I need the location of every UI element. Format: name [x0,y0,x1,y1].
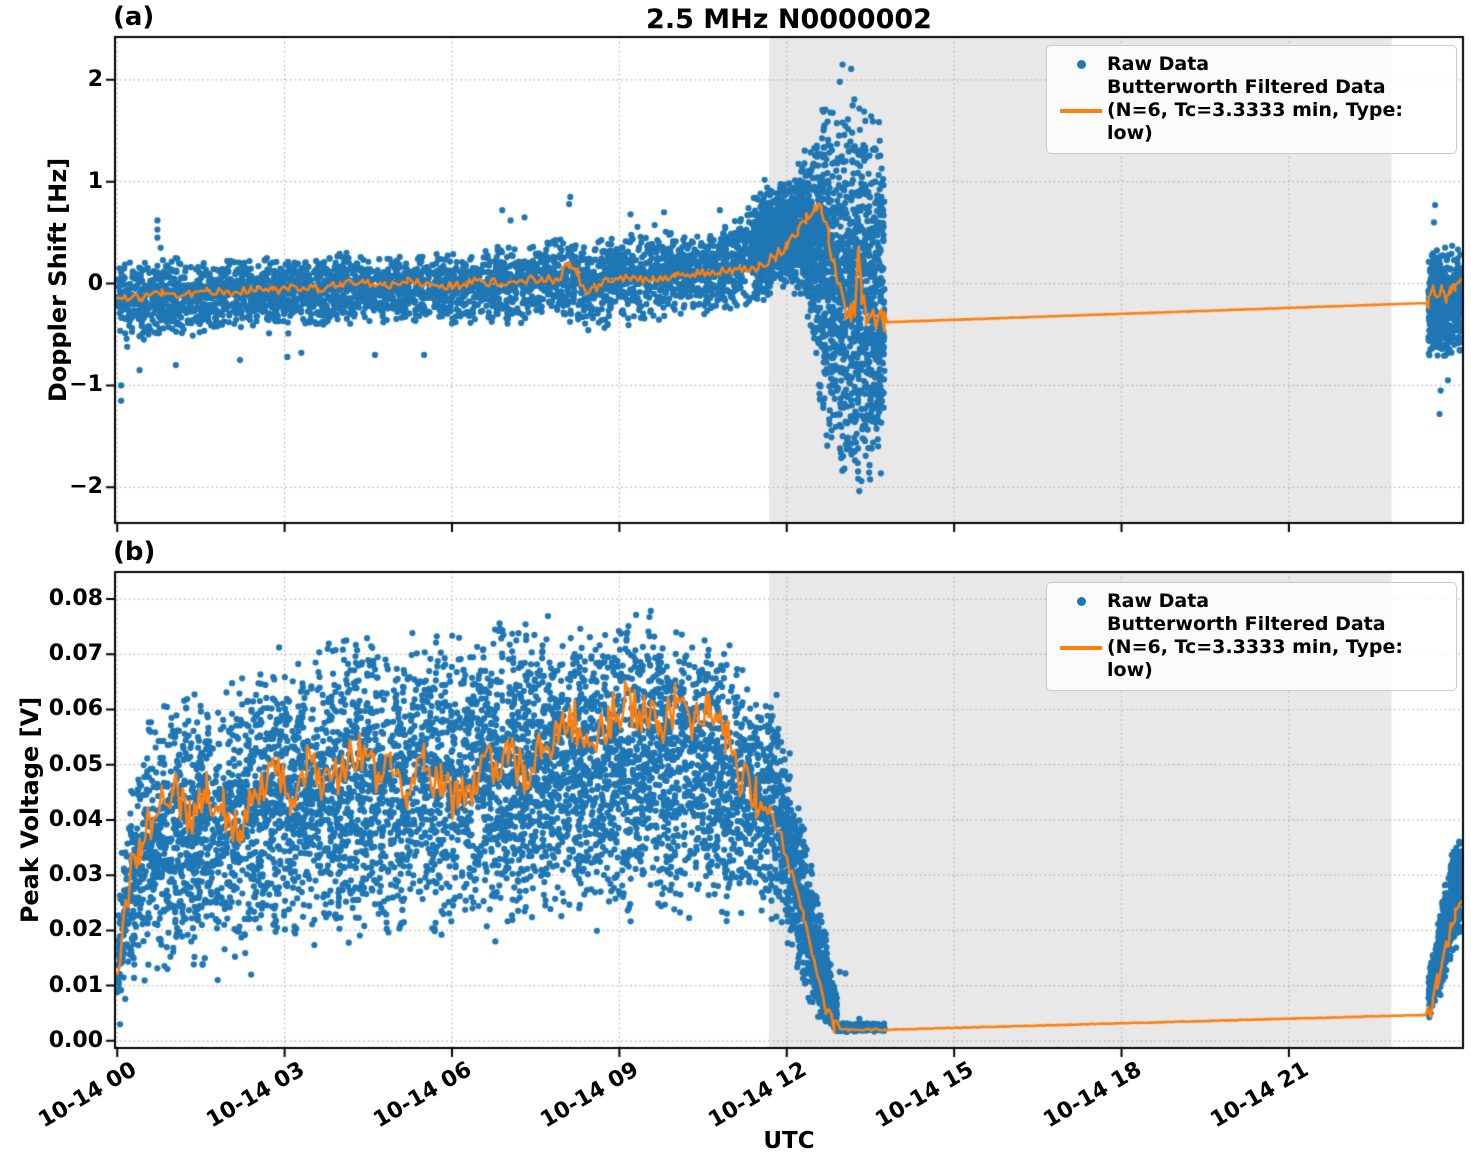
y-tick-label: −2 [69,474,103,500]
y-tick-label: 0.02 [48,917,103,943]
legend-filtered-params: (N=6, Tc=3.3333 min, Type: low) [1107,99,1403,144]
y-tick-label: 0.03 [48,862,103,888]
y-tick-label: 0.05 [48,751,103,777]
legend-filtered-label: Butterworth Filtered Data (N=6, Tc=3.333… [1107,76,1448,145]
y-tick-label: 1 [87,168,103,194]
y-tick-label: 0.01 [48,972,103,998]
y-tick-label: −1 [69,372,103,398]
legend-raw-label: Raw Data [1107,53,1210,75]
legend-filtered-title: Butterworth Filtered Data [1107,613,1386,635]
filtered-line-icon [1060,108,1102,113]
raw-data-dot-icon [1076,60,1086,69]
legend-filtered-title: Butterworth Filtered Data [1107,76,1386,98]
legend-filtered-label: Butterworth Filtered Data (N=6, Tc=3.333… [1107,613,1448,682]
legend-filtered-params: (N=6, Tc=3.3333 min, Type: low) [1107,636,1403,681]
legend-row-filtered: Butterworth Filtered Data (N=6, Tc=3.333… [1055,76,1448,145]
legend-row-raw: Raw Data [1055,590,1448,613]
legend-b: Raw Data Butterworth Filtered Data (N=6,… [1046,582,1457,691]
filtered-line-icon [1060,645,1102,650]
y-tick-label: 0.06 [48,696,103,722]
legend-marker-cell [1055,60,1107,69]
y-tick-label: 0 [87,270,103,296]
raw-data-dot-icon [1076,597,1086,606]
y-tick-label: 0.04 [48,806,103,832]
y-tick-label: 0.08 [48,586,103,612]
y-tick-label: 0.00 [48,1027,103,1053]
legend-marker-cell [1055,108,1107,113]
legend-raw-label: Raw Data [1107,590,1210,612]
panel-b-tag: (b) [113,537,156,567]
legend-marker-cell [1055,597,1107,606]
y-tick-label: 0.07 [48,641,103,667]
figure-title: 2.5 MHz N0000002 [646,4,932,35]
panel-a-tag: (a) [113,2,155,32]
x-axis-label: UTC [763,1128,815,1154]
legend-row-filtered: Butterworth Filtered Data (N=6, Tc=3.333… [1055,613,1448,682]
legend-row-raw: Raw Data [1055,53,1448,76]
y-tick-label: 2 [87,66,103,92]
legend-a: Raw Data Butterworth Filtered Data (N=6,… [1046,45,1457,154]
legend-marker-cell [1055,645,1107,650]
